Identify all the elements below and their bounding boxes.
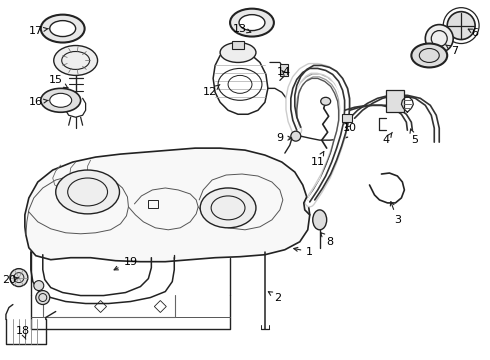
Text: 12: 12 xyxy=(203,85,220,97)
Text: 17: 17 xyxy=(29,26,49,36)
Text: 4: 4 xyxy=(383,132,392,145)
Ellipse shape xyxy=(200,188,256,228)
Text: 1: 1 xyxy=(294,247,313,257)
Text: 16: 16 xyxy=(29,97,49,107)
Text: 11: 11 xyxy=(311,152,325,167)
Text: 10: 10 xyxy=(343,123,357,133)
Bar xyxy=(280,64,288,76)
Text: 15: 15 xyxy=(49,75,68,88)
Ellipse shape xyxy=(50,21,75,37)
Ellipse shape xyxy=(41,15,85,42)
Ellipse shape xyxy=(425,24,453,53)
Ellipse shape xyxy=(34,280,44,291)
Text: 7: 7 xyxy=(445,45,458,55)
Text: 8: 8 xyxy=(320,233,333,247)
Text: 6: 6 xyxy=(468,28,479,37)
Ellipse shape xyxy=(50,93,72,107)
Ellipse shape xyxy=(54,45,98,75)
Ellipse shape xyxy=(56,170,120,214)
Ellipse shape xyxy=(230,9,274,37)
Text: 5: 5 xyxy=(410,129,418,145)
Ellipse shape xyxy=(291,131,301,141)
Bar xyxy=(387,90,404,112)
Text: 3: 3 xyxy=(391,202,401,225)
Text: 13: 13 xyxy=(233,24,251,33)
Ellipse shape xyxy=(321,97,331,105)
Text: 9: 9 xyxy=(276,133,292,143)
Ellipse shape xyxy=(313,210,327,230)
Text: 14: 14 xyxy=(277,67,291,77)
Ellipse shape xyxy=(36,291,50,305)
Bar xyxy=(148,200,158,208)
Ellipse shape xyxy=(412,44,447,67)
Ellipse shape xyxy=(220,42,256,62)
Ellipse shape xyxy=(447,12,475,40)
Ellipse shape xyxy=(41,88,81,112)
Ellipse shape xyxy=(10,269,28,287)
Ellipse shape xyxy=(239,15,265,31)
Text: 18: 18 xyxy=(16,327,30,339)
Text: 19: 19 xyxy=(114,257,138,270)
Text: 20: 20 xyxy=(2,275,19,285)
Polygon shape xyxy=(25,148,310,262)
Bar xyxy=(232,41,244,49)
Bar xyxy=(342,114,352,122)
Text: 2: 2 xyxy=(269,292,281,302)
